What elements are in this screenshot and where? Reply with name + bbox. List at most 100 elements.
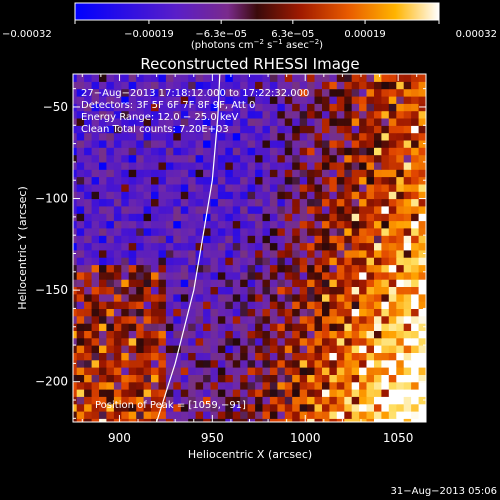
heatmap-cell <box>84 301 93 309</box>
heatmap-cell <box>344 271 353 280</box>
heatmap-cell <box>366 118 375 126</box>
heatmap-cell <box>158 345 167 353</box>
heatmap-cell <box>418 411 426 419</box>
heatmap-cell <box>136 367 145 375</box>
heatmap-cell <box>180 271 189 280</box>
heatmap-cell <box>277 308 286 317</box>
heatmap-cell <box>299 81 308 90</box>
heatmap-cell <box>366 315 375 324</box>
heatmap-cell <box>121 257 130 266</box>
heatmap-cell <box>165 293 174 302</box>
heatmap-cell <box>143 323 152 331</box>
heatmap-cell <box>262 110 271 119</box>
heatmap-cell <box>210 198 219 207</box>
heatmap-cell <box>351 323 360 331</box>
heatmap-cell <box>426 367 434 375</box>
heatmap-cell <box>418 227 426 236</box>
heatmap-cell <box>292 381 301 390</box>
heatmap-cell <box>91 213 100 222</box>
heatmap-cell <box>121 330 130 339</box>
heatmap-cell <box>411 110 420 119</box>
heatmap-cell <box>240 359 249 368</box>
heatmap-cell <box>426 257 434 265</box>
heatmap-cell <box>158 198 167 207</box>
heatmap-cell <box>173 330 182 339</box>
heatmap-cell <box>84 374 93 383</box>
heatmap-cell <box>418 418 426 422</box>
heatmap-cell <box>91 396 100 405</box>
heatmap-cell <box>232 81 241 90</box>
heatmap-cell <box>418 81 426 90</box>
heatmap-cell <box>396 396 405 405</box>
heatmap-cell <box>188 301 197 309</box>
heatmap-cell <box>173 418 182 422</box>
heatmap-cell <box>314 345 323 353</box>
heatmap-cell <box>210 227 219 236</box>
heatmap-cell <box>180 411 189 419</box>
heatmap-cell <box>240 191 249 200</box>
heatmap-cell <box>173 227 182 236</box>
heatmap-cell <box>240 315 249 324</box>
heatmap-cell <box>351 191 360 200</box>
heatmap-cell <box>217 227 226 236</box>
heatmap-cell <box>426 96 434 104</box>
heatmap-cell <box>217 257 226 266</box>
heatmap-cell <box>366 330 375 339</box>
heatmap-cell <box>374 88 382 97</box>
heatmap-cell <box>418 118 426 126</box>
heatmap-cell <box>151 359 159 368</box>
heatmap-cell <box>344 411 353 419</box>
heatmap-cell <box>336 169 345 178</box>
heatmap-cell <box>411 205 420 214</box>
heatmap-cell <box>418 242 426 251</box>
heatmap-cell <box>426 338 434 346</box>
heatmap-cell <box>322 81 330 90</box>
heatmap-cell <box>292 359 301 368</box>
heatmap-cell <box>374 279 382 287</box>
heatmap-cell <box>143 396 152 405</box>
heatmap-cell <box>262 271 271 280</box>
heatmap-cell <box>381 118 390 126</box>
heatmap-cell <box>128 381 137 390</box>
heatmap-cell <box>76 242 85 251</box>
heatmap-cell <box>307 161 316 170</box>
heatmap-cell <box>366 286 375 295</box>
heatmap-cell <box>307 271 316 280</box>
heatmap-cell <box>99 147 107 156</box>
heatmap-cell <box>351 96 360 104</box>
heatmap-cell <box>388 308 397 317</box>
heatmap-cell <box>403 154 412 163</box>
heatmap-cell <box>165 88 174 97</box>
heatmap-cell <box>195 169 204 178</box>
heatmap-cell <box>396 213 405 222</box>
y-tick-label: −100 <box>35 192 68 206</box>
heatmap-cell <box>292 345 301 353</box>
heatmap-cell <box>284 308 293 317</box>
heatmap-cell <box>203 337 212 346</box>
heatmap-cell <box>113 293 122 302</box>
heatmap-cell <box>91 279 100 287</box>
heatmap-cell <box>344 367 353 375</box>
heatmap-cell <box>411 191 420 200</box>
heatmap-cell <box>76 396 85 405</box>
heatmap-cell <box>151 367 159 375</box>
heatmap-cell <box>269 88 278 97</box>
heatmap-cell <box>336 374 345 383</box>
heatmap-cell <box>113 396 122 405</box>
heatmap-cell <box>173 271 182 280</box>
heatmap-cell <box>381 132 390 141</box>
heatmap-cell <box>84 220 93 229</box>
heatmap-cell <box>121 132 130 141</box>
heatmap-cell <box>255 367 264 375</box>
heatmap-cell <box>240 110 249 119</box>
heatmap-cell <box>165 139 174 148</box>
heatmap-cell <box>188 161 197 170</box>
heatmap-cell <box>225 337 234 346</box>
heatmap-cell <box>84 110 93 119</box>
heatmap-cell <box>113 96 122 104</box>
heatmap-cell <box>143 242 152 251</box>
heatmap-cell <box>73 264 78 273</box>
heatmap-cell <box>158 411 167 419</box>
heatmap-cell <box>336 183 345 192</box>
heatmap-cell <box>232 330 241 339</box>
